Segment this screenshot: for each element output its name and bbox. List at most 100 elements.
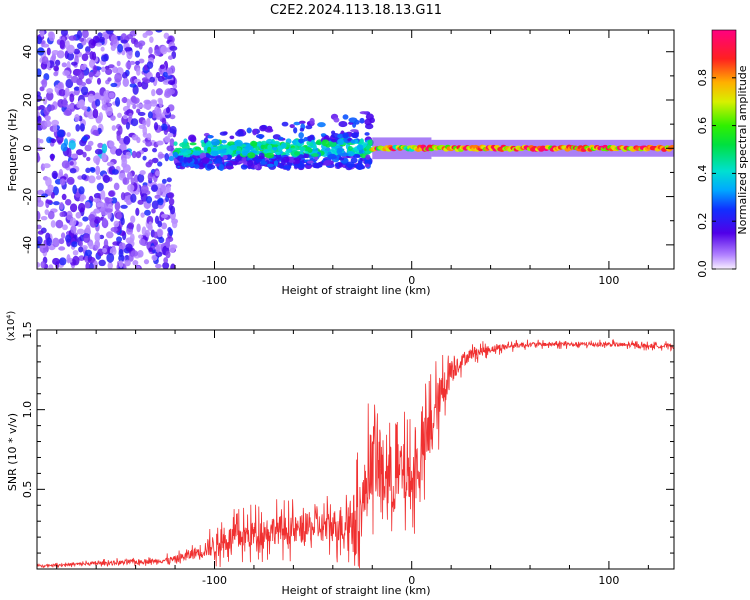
spectrogram-cell xyxy=(201,141,206,148)
spectrogram-cell xyxy=(305,125,313,130)
spectrogram-cell xyxy=(88,241,94,250)
spectrogram-cell xyxy=(138,234,144,239)
spectrogram-cell xyxy=(130,215,136,224)
spectrogram-cell xyxy=(307,160,314,164)
spectrogram-cell xyxy=(151,200,160,210)
spectrogram-cell xyxy=(202,157,210,164)
spectrogram-y-tick-label: -20 xyxy=(21,188,34,206)
spectrogram-cell xyxy=(238,160,245,164)
spectrogram-y-axis-label: Frequency (Hz) xyxy=(6,109,19,192)
spectrogram-cell xyxy=(37,137,42,144)
spectrogram-cell xyxy=(298,132,304,139)
spectrogram-cell xyxy=(46,91,54,101)
spectrogram-cell xyxy=(265,152,275,159)
spectrogram-cell xyxy=(317,122,326,128)
spectrogram-cell xyxy=(170,263,176,269)
spectrogram-cell xyxy=(148,221,153,230)
spectrogram-cell xyxy=(118,254,125,262)
spectrogram-cell xyxy=(297,162,305,169)
spectrogram-cell xyxy=(247,152,256,159)
spectrogram-cell xyxy=(92,260,98,269)
spectrogram-cell xyxy=(216,145,223,151)
spectrogram-cell xyxy=(164,152,170,162)
spectrogram-cell xyxy=(337,138,344,146)
spectrogram-cell xyxy=(82,151,87,158)
spectrogram-cell xyxy=(80,86,89,96)
spectrogram-cell xyxy=(81,174,87,181)
spectrogram-cell xyxy=(117,112,122,118)
spectrogram-cell xyxy=(120,192,126,201)
spectrogram-cell xyxy=(327,153,337,160)
spectrogram-y-tick-label: 40 xyxy=(21,45,34,59)
spectrogram-cell xyxy=(120,204,128,209)
spectrogram-cell xyxy=(66,132,71,138)
spectrogram-cell xyxy=(47,184,54,192)
spectrogram-cell xyxy=(339,152,349,157)
spectrogram-cell xyxy=(107,64,115,69)
spectrogram-cell xyxy=(169,114,176,120)
spectrogram-cell xyxy=(226,154,232,161)
spectrogram-cell xyxy=(152,147,158,153)
spectrogram-cell xyxy=(258,155,265,159)
spectrogram-cell xyxy=(102,174,110,184)
spectrogram-cell xyxy=(43,107,50,116)
spectrogram-cell xyxy=(260,160,268,165)
spectrogram-cell xyxy=(254,165,259,170)
spectrogram-cell xyxy=(58,246,66,251)
spectrogram-cell xyxy=(126,171,133,180)
spectrogram-cell xyxy=(142,155,147,161)
spectrogram-cell xyxy=(114,201,121,211)
spectrogram-cell xyxy=(109,145,118,155)
spectrogram-cell xyxy=(43,96,48,105)
spectrogram-cell xyxy=(81,135,89,142)
spectrogram-cell xyxy=(54,84,60,94)
spectrogram-cell xyxy=(37,115,42,124)
spectrogram-cell xyxy=(155,71,161,79)
spectrogram-cell xyxy=(94,148,103,155)
spectrogram-cell xyxy=(85,224,91,235)
spectrogram-cell xyxy=(157,204,164,210)
colorbar-ramp xyxy=(711,29,737,270)
spectrogram-cell xyxy=(110,34,118,45)
spectrogram-cell xyxy=(75,211,82,219)
spectrogram-cell xyxy=(146,61,154,69)
spectrogram-cell xyxy=(136,67,141,76)
spectrogram-cell xyxy=(92,64,98,75)
spectrogram-cell xyxy=(218,163,225,171)
spectrogram-y-tick-label: 20 xyxy=(21,93,34,107)
spectrogram-cell xyxy=(90,167,96,173)
spectrogram-cell xyxy=(50,220,56,228)
spectrogram-cell xyxy=(60,232,66,239)
spectrogram-cell xyxy=(107,261,113,269)
spectrogram-cell xyxy=(142,132,148,138)
spectrogram-cell xyxy=(180,152,189,156)
spectrogram-cell xyxy=(154,49,161,56)
spectrogram-cell xyxy=(65,234,72,243)
spectrogram-cell xyxy=(350,157,358,164)
spectrogram-cell xyxy=(78,255,85,262)
spectrogram-cell xyxy=(169,125,177,135)
spectrogram-cell xyxy=(235,130,244,137)
spectrogram-cell xyxy=(346,161,355,168)
spectrogram-cell xyxy=(85,262,90,269)
spectrogram-cell xyxy=(84,46,91,53)
spectrogram-cell xyxy=(50,153,55,162)
spectrogram-cell xyxy=(108,140,115,148)
spectrogram-cell xyxy=(88,59,96,68)
spectrogram-cell xyxy=(50,138,57,144)
spectrogram-cell xyxy=(160,184,167,193)
colorbar-tick-label: 0.4 xyxy=(696,165,709,183)
spectrogram-cell xyxy=(122,177,130,185)
spectrogram-cell xyxy=(118,260,124,268)
spectrogram-cell xyxy=(179,148,185,153)
spectrogram-cell xyxy=(352,153,361,158)
spectrogram-cell xyxy=(144,229,151,238)
spectrogram-cell xyxy=(364,163,370,168)
spectrogram-cell xyxy=(88,213,96,222)
spectrogram-cell xyxy=(53,71,59,77)
spectrogram-cell xyxy=(126,98,131,109)
spectrogram-cell xyxy=(130,250,139,257)
spectrogram-cell xyxy=(144,209,151,216)
spectrogram-cell xyxy=(132,97,140,104)
spectrogram-cell xyxy=(37,189,45,196)
